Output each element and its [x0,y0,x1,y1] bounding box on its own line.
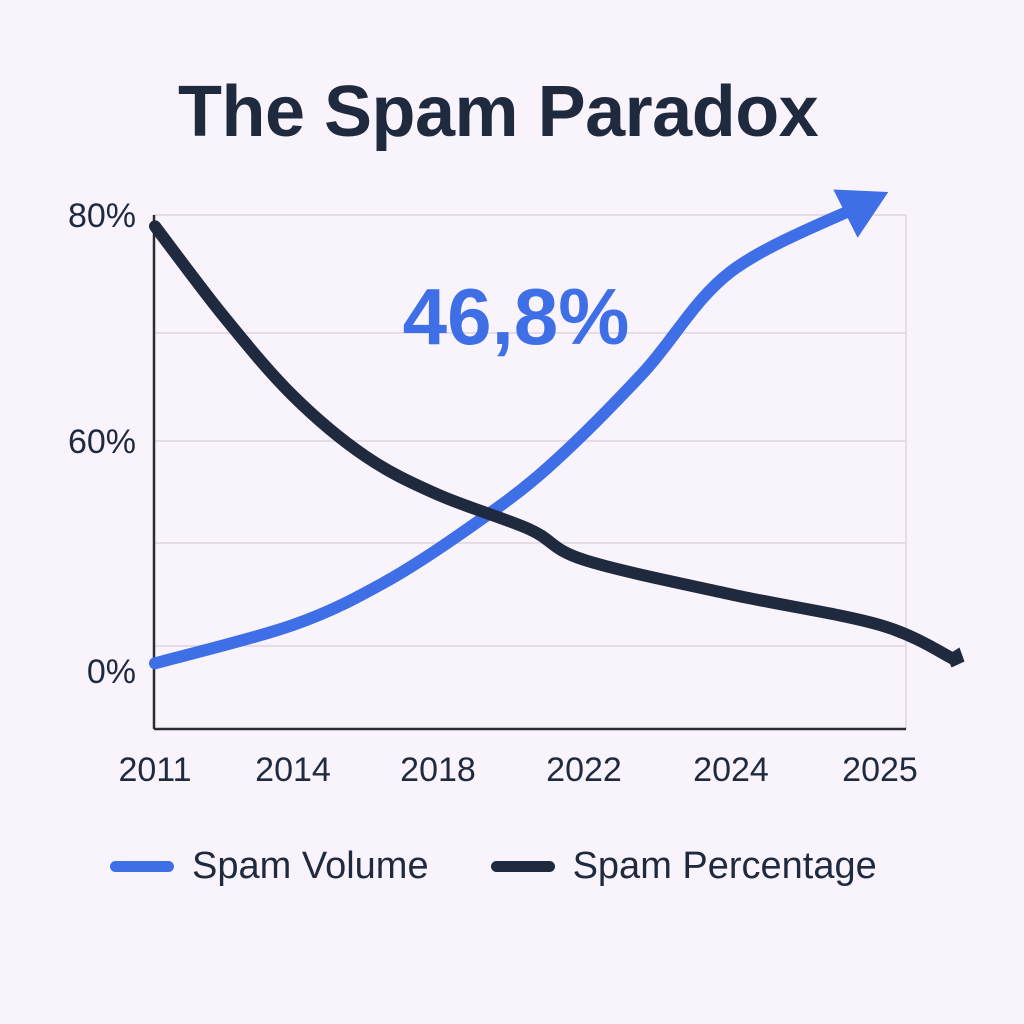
series-line-spam-percentage [149,220,961,666]
y-tick-label-2: 0% [87,653,136,691]
legend-label-spam-percentage: Spam Percentage [572,844,877,887]
legend-item-spam-percentage: Spam Percentage [490,844,877,888]
legend-swatch-spam-percentage [490,860,555,872]
series-line-spam-volume [149,197,872,670]
x-tick-label-2024: 2024 [693,751,769,789]
chart-title: The Spam Paradox [178,72,819,152]
x-tick-label-2018: 2018 [400,751,476,789]
x-tick-label-2014: 2014 [255,751,331,789]
chart-legend: Spam Volume Spam Percentage [110,838,939,894]
legend-item-spam-volume: Spam Volume [110,845,429,888]
legend-swatch-spam-volume [110,860,174,872]
arrowhead-spam-volume [833,189,889,238]
x-tick-label-2011: 2011 [118,751,191,789]
y-tick-label-0: 80% [68,197,136,235]
legend-label-spam-volume: Spam Volume [192,844,429,887]
x-tick-label-2025: 2025 [842,751,918,789]
annotation-value: 46,8% [403,272,630,361]
y-tick-label-1: 60% [68,423,136,461]
line-end-cap-spam-percentage [946,647,965,668]
x-tick-label-2022: 2022 [546,751,622,789]
